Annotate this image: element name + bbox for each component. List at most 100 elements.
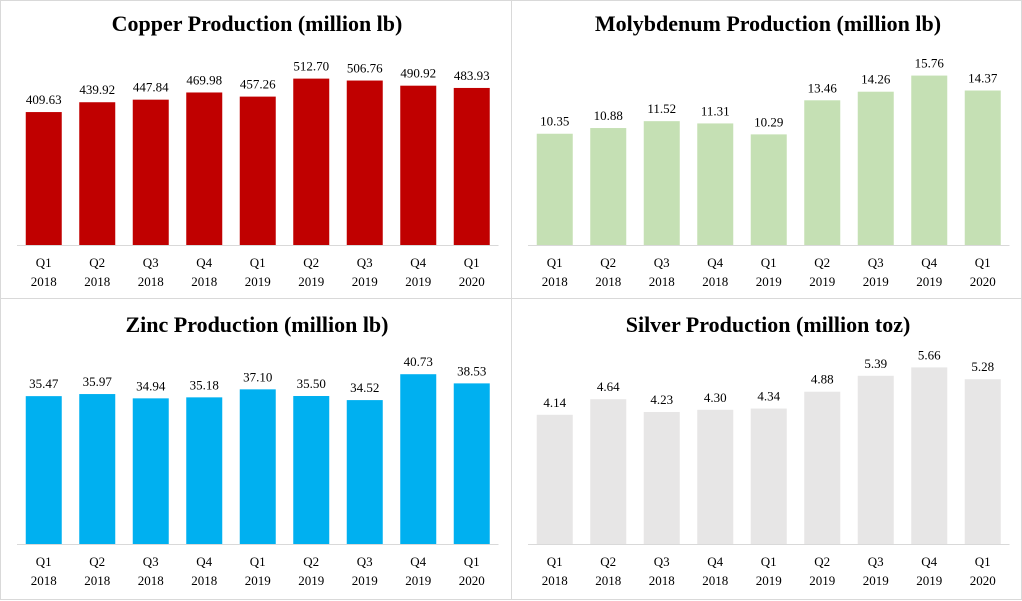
data-label: 35.50: [297, 376, 326, 391]
data-label: 10.88: [594, 108, 623, 123]
x-tick-label-year: 2019: [405, 573, 431, 588]
bar: [911, 75, 948, 245]
bar: [25, 112, 62, 245]
data-label: 10.29: [754, 114, 783, 129]
x-tick-label-quarter: Q4: [707, 255, 723, 270]
data-label: 457.26: [240, 77, 276, 92]
x-tick-label-quarter: Q2: [89, 255, 105, 270]
x-tick-label-year: 2018: [31, 573, 57, 588]
bar: [643, 121, 680, 245]
x-tick-label-quarter: Q1: [761, 255, 777, 270]
bar: [911, 367, 948, 544]
data-label: 35.18: [190, 377, 219, 392]
bar: [857, 91, 894, 245]
bar: [239, 96, 276, 245]
copper-chart: Copper Production (million lb) 409.63 Q1 2…: [17, 11, 499, 289]
x-tick-label-quarter: Q3: [357, 554, 373, 569]
silver-chart-panel: Silver Production (million toz) 4.14 Q1 20…: [511, 298, 1022, 600]
data-label: 469.98: [186, 72, 222, 87]
x-tick-label-quarter: Q2: [303, 255, 319, 270]
data-label: 483.93: [454, 68, 490, 83]
bar: [400, 85, 437, 246]
bar: [453, 87, 490, 245]
x-tick-label-year: 2019: [916, 274, 942, 289]
data-label: 11.52: [647, 101, 676, 116]
bar: [25, 396, 62, 544]
x-tick-label-year: 2019: [298, 274, 324, 289]
x-tick-label-year: 2019: [405, 274, 431, 289]
data-label: 15.76: [915, 56, 945, 71]
x-tick-label-year: 2019: [245, 274, 271, 289]
data-label: 37.10: [243, 369, 272, 384]
bar: [186, 397, 223, 544]
x-tick-label-year: 2019: [809, 274, 835, 289]
data-label: 4.88: [811, 372, 834, 387]
x-tick-label-quarter: Q4: [921, 554, 937, 569]
x-tick-label-year: 2018: [31, 274, 57, 289]
x-tick-label-quarter: Q3: [143, 554, 159, 569]
x-tick-label-quarter: Q2: [600, 255, 616, 270]
x-tick-label-quarter: Q3: [654, 255, 670, 270]
silver-chart: Silver Production (million toz) 4.14 Q1 20…: [528, 312, 1010, 588]
molybdenum-chart: Molybdenum Production (million lb) 10.35…: [528, 11, 1010, 289]
x-tick-label-quarter: Q1: [464, 255, 480, 270]
data-label: 506.76: [347, 61, 383, 76]
data-label: 4.64: [597, 379, 620, 394]
x-tick-label-year: 2018: [649, 274, 675, 289]
bar: [697, 123, 734, 245]
bar: [750, 408, 787, 544]
bar: [750, 134, 787, 245]
bar: [536, 414, 573, 544]
x-tick-label-year: 2019: [809, 573, 835, 588]
x-tick-label-quarter: Q1: [36, 554, 52, 569]
x-tick-label-year: 2018: [702, 274, 728, 289]
data-label: 447.84: [133, 80, 169, 95]
x-tick-label-quarter: Q2: [89, 554, 105, 569]
x-tick-label-year: 2019: [245, 573, 271, 588]
data-label: 38.53: [457, 363, 486, 378]
x-tick-label-quarter: Q1: [250, 255, 266, 270]
x-tick-label-year: 2019: [756, 573, 782, 588]
chart-title: Molybdenum Production (million lb): [595, 11, 941, 36]
bar: [804, 391, 841, 544]
x-tick-label-year: 2018: [191, 274, 217, 289]
x-tick-label-quarter: Q4: [707, 554, 723, 569]
x-tick-label-year: 2019: [298, 573, 324, 588]
chart-title: Zinc Production (million lb): [125, 312, 388, 337]
data-label: 512.70: [293, 59, 329, 74]
x-tick-label-year: 2020: [970, 274, 996, 289]
data-label: 409.63: [26, 92, 62, 107]
x-tick-label-year: 2018: [84, 573, 110, 588]
bar: [536, 133, 573, 245]
x-tick-label-quarter: Q1: [547, 255, 563, 270]
chart-title: Copper Production (million lb): [112, 11, 403, 36]
bar: [590, 399, 627, 544]
x-tick-label-year: 2018: [595, 274, 621, 289]
x-tick-label-year: 2019: [863, 573, 889, 588]
x-tick-label-quarter: Q3: [654, 554, 670, 569]
x-tick-label-year: 2019: [352, 573, 378, 588]
x-tick-label-quarter: Q1: [250, 554, 266, 569]
x-tick-label-quarter: Q1: [975, 554, 991, 569]
x-tick-label-quarter: Q4: [410, 255, 426, 270]
data-label: 4.34: [757, 389, 780, 404]
data-label: 13.46: [808, 80, 838, 95]
bar: [857, 375, 894, 544]
bar: [964, 90, 1001, 246]
data-label: 14.37: [968, 71, 998, 86]
zinc-chart-panel: Zinc Production (million lb) 35.47 Q1 2018…: [0, 298, 512, 600]
x-tick-label-quarter: Q3: [868, 255, 884, 270]
bar: [293, 78, 330, 245]
bar: [346, 80, 383, 245]
x-tick-label-year: 2019: [756, 274, 782, 289]
data-label: 4.30: [704, 390, 727, 405]
bar: [964, 379, 1001, 544]
bar: [643, 411, 680, 544]
data-label: 5.39: [864, 356, 887, 371]
bar: [79, 394, 116, 544]
x-tick-label-year: 2018: [542, 274, 568, 289]
x-tick-label-quarter: Q4: [196, 554, 212, 569]
data-label: 10.35: [540, 114, 569, 129]
data-label: 439.92: [79, 82, 115, 97]
x-tick-label-quarter: Q2: [814, 255, 830, 270]
